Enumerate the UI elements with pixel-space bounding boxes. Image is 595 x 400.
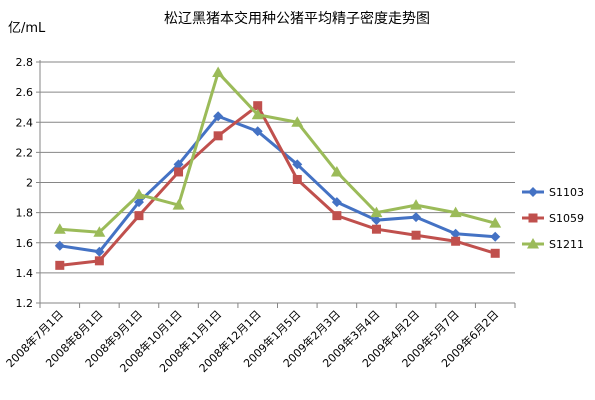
series-line xyxy=(59,114,496,254)
legend-item-S1211: S1211 xyxy=(522,238,584,251)
data-point xyxy=(291,116,304,127)
y-tick-label: 2.2 xyxy=(16,146,34,159)
legend-item-S1059: S1059 xyxy=(522,212,584,225)
series-line xyxy=(59,104,496,267)
data-point xyxy=(411,212,422,223)
y-tick-label: 2.8 xyxy=(16,56,34,69)
y-tick-label: 2 xyxy=(26,177,33,190)
data-point xyxy=(253,101,263,111)
series-S1103 xyxy=(54,111,501,257)
y-tick-label: 1.8 xyxy=(16,207,34,220)
legend-marker xyxy=(528,213,538,223)
series-S1211 xyxy=(53,66,502,237)
legend-label: S1059 xyxy=(549,212,584,225)
legend-label: S1103 xyxy=(549,186,584,199)
legend: S1103 S1059 S1211 xyxy=(522,186,584,251)
data-point xyxy=(54,240,65,251)
gridlines xyxy=(40,61,515,304)
series-lines xyxy=(53,66,502,270)
data-point xyxy=(332,211,342,221)
data-point xyxy=(370,206,383,218)
y-axis-unit-label: 亿/mL xyxy=(8,21,46,36)
data-point xyxy=(450,228,461,239)
data-point xyxy=(371,224,381,234)
data-point xyxy=(174,167,184,177)
data-point xyxy=(213,131,223,141)
data-point xyxy=(292,159,303,170)
data-point xyxy=(173,159,184,170)
data-point xyxy=(94,256,104,266)
data-point xyxy=(55,260,65,270)
data-point xyxy=(132,188,145,200)
data-point xyxy=(449,206,462,218)
legend-marker xyxy=(528,187,538,197)
data-point xyxy=(489,217,502,228)
data-point xyxy=(252,126,263,137)
data-point xyxy=(490,231,501,242)
data-point xyxy=(213,111,224,122)
data-point xyxy=(330,165,343,177)
series-S1059 xyxy=(55,101,500,270)
data-point xyxy=(251,108,264,120)
y-tick-label: 1.6 xyxy=(16,237,34,250)
data-point xyxy=(371,215,382,226)
y-tick-labels: 1.2 1.4 1.6 1.8 2 2.2 2.4 2.6 2.8 xyxy=(16,56,34,310)
legend-item-S1103: S1103 xyxy=(522,186,584,199)
data-point xyxy=(451,236,461,246)
data-point xyxy=(411,230,421,240)
data-point xyxy=(172,199,185,210)
data-point xyxy=(292,174,302,184)
y-tick-label: 1.2 xyxy=(16,297,34,310)
legend-label: S1211 xyxy=(549,238,584,251)
data-point xyxy=(53,223,66,234)
data-point xyxy=(212,66,225,78)
y-tick-label: 2.6 xyxy=(16,86,34,99)
series-line xyxy=(59,71,496,234)
chart-title: 松辽黑猪本交用种公猪平均精子密度走势图 xyxy=(164,10,430,27)
y-tick-label: 1.4 xyxy=(16,267,34,280)
data-point xyxy=(331,197,342,208)
data-point xyxy=(93,226,106,237)
x-tick-labels: 2008年7月1日2008年8月1日2008年9月1日2008年10月1日200… xyxy=(3,307,501,375)
data-point xyxy=(94,246,105,257)
legend-marker xyxy=(527,238,539,249)
data-point xyxy=(490,248,500,258)
y-tick-label: 2.4 xyxy=(16,116,34,129)
data-point xyxy=(410,199,423,210)
data-point xyxy=(134,211,144,221)
data-point xyxy=(133,197,144,208)
axes xyxy=(36,60,516,308)
